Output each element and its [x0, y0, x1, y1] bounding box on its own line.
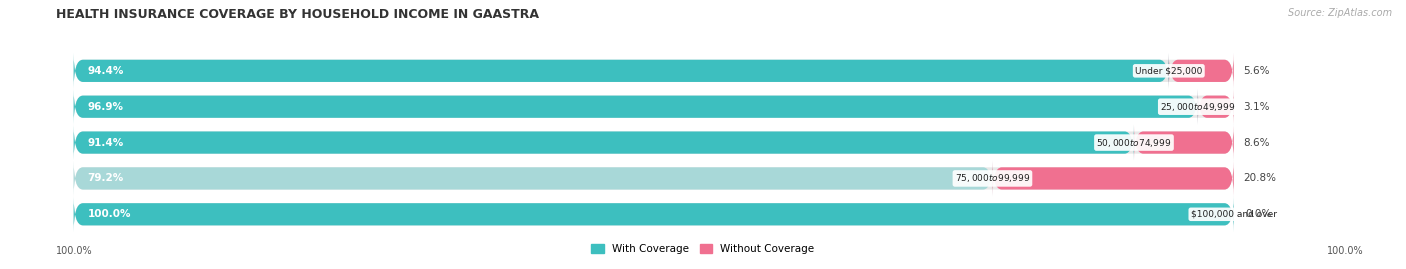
Text: HEALTH INSURANCE COVERAGE BY HOUSEHOLD INCOME IN GAASTRA: HEALTH INSURANCE COVERAGE BY HOUSEHOLD I…: [56, 8, 540, 21]
Text: 100.0%: 100.0%: [56, 246, 93, 256]
FancyBboxPatch shape: [1168, 53, 1233, 89]
Text: 94.4%: 94.4%: [87, 66, 124, 76]
Text: 8.6%: 8.6%: [1243, 137, 1270, 148]
Text: $100,000 and over: $100,000 and over: [1191, 210, 1277, 219]
Text: 79.2%: 79.2%: [87, 174, 124, 183]
Text: Source: ZipAtlas.com: Source: ZipAtlas.com: [1288, 8, 1392, 18]
Text: 0.0%: 0.0%: [1246, 209, 1271, 219]
FancyBboxPatch shape: [73, 125, 1135, 160]
Text: $25,000 to $49,999: $25,000 to $49,999: [1160, 101, 1236, 113]
Text: 100.0%: 100.0%: [87, 209, 131, 219]
Text: 100.0%: 100.0%: [1327, 246, 1364, 256]
FancyBboxPatch shape: [73, 89, 1198, 124]
FancyBboxPatch shape: [73, 161, 1233, 196]
Text: 20.8%: 20.8%: [1243, 174, 1277, 183]
FancyBboxPatch shape: [73, 89, 1233, 124]
FancyBboxPatch shape: [993, 161, 1233, 196]
FancyBboxPatch shape: [73, 161, 993, 196]
FancyBboxPatch shape: [1198, 89, 1233, 124]
FancyBboxPatch shape: [1135, 125, 1233, 160]
Text: $50,000 to $74,999: $50,000 to $74,999: [1097, 137, 1171, 148]
FancyBboxPatch shape: [73, 197, 1233, 232]
Text: $75,000 to $99,999: $75,000 to $99,999: [955, 172, 1031, 185]
FancyBboxPatch shape: [73, 197, 1233, 232]
Legend: With Coverage, Without Coverage: With Coverage, Without Coverage: [588, 240, 818, 259]
FancyBboxPatch shape: [73, 125, 1233, 160]
FancyBboxPatch shape: [73, 53, 1233, 89]
Text: 5.6%: 5.6%: [1243, 66, 1270, 76]
FancyBboxPatch shape: [73, 53, 1168, 89]
Text: 91.4%: 91.4%: [87, 137, 124, 148]
Text: Under $25,000: Under $25,000: [1135, 66, 1202, 75]
Text: 3.1%: 3.1%: [1243, 102, 1270, 112]
Text: 96.9%: 96.9%: [87, 102, 124, 112]
